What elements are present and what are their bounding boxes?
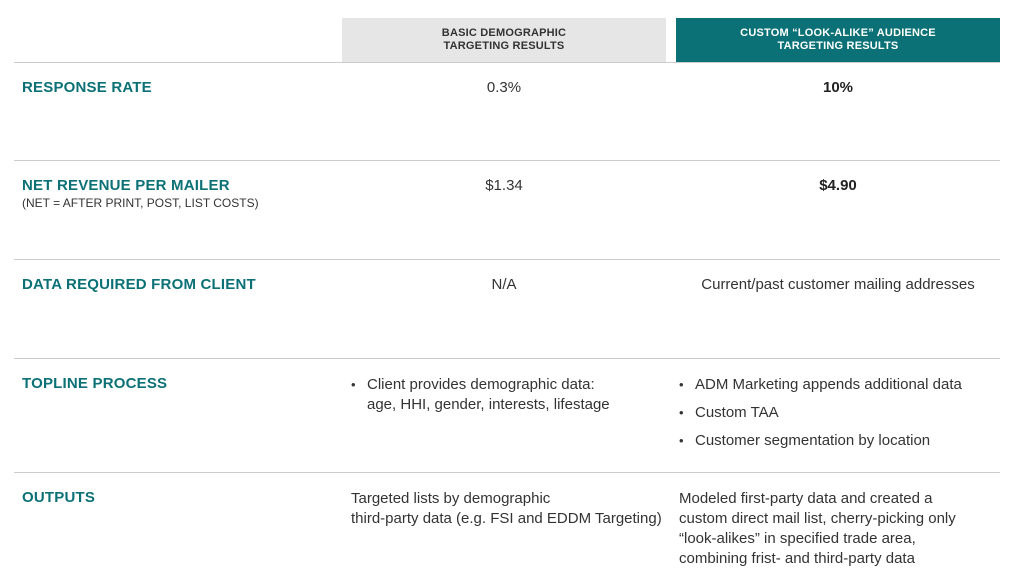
header-custom-label: CUSTOM “LOOK-ALIKE” AUDIENCE TARGETING R…: [740, 27, 936, 52]
bullet-item: Custom TAA: [679, 403, 1000, 423]
row-sublabel: (NET = AFTER PRINT, POST, LIST COSTS): [22, 196, 259, 210]
row-label: RESPONSE RATE: [22, 79, 152, 96]
custom-output-text: Modeled first-party data and created a c…: [679, 490, 956, 567]
bullet-text: Client provides demographic data: age, H…: [367, 376, 610, 413]
custom-value: $4.90: [819, 177, 857, 194]
row-label: OUTPUTS: [22, 489, 96, 506]
basic-output-text: Targeted lists by demographic third-part…: [351, 490, 662, 527]
row-label: NET REVENUE PER MAILER: [22, 177, 230, 194]
basic-output: Targeted lists by demographic third-part…: [351, 489, 681, 529]
basic-value: N/A: [491, 276, 517, 293]
bullet-text: ADM Marketing appends additional data: [695, 376, 962, 393]
custom-bullets: ADM Marketing appends additional data Cu…: [679, 375, 1000, 459]
row-net-revenue: NET REVENUE PER MAILER (NET = AFTER PRIN…: [14, 160, 1000, 260]
header-basic-label: BASIC DEMOGRAPHIC TARGETING RESULTS: [441, 27, 567, 52]
basic-value: $1.34: [485, 177, 523, 194]
row-label: DATA REQUIRED FROM CLIENT: [22, 276, 256, 293]
header-basic-targeting: BASIC DEMOGRAPHIC TARGETING RESULTS: [342, 18, 666, 62]
custom-value: Current/past customer mailing addresses: [701, 276, 975, 293]
row-topline-process: TOPLINE PROCESS Client provides demograp…: [14, 358, 1000, 473]
bullet-item: ADM Marketing appends additional data: [679, 375, 1000, 395]
row-response-rate: RESPONSE RATE 0.3% 10%: [14, 62, 1000, 161]
bullet-item: Client provides demographic data: age, H…: [351, 375, 681, 415]
basic-value: 0.3%: [486, 79, 522, 96]
basic-bullets: Client provides demographic data: age, H…: [351, 375, 681, 423]
bullet-text: Custom TAA: [695, 404, 779, 421]
custom-output: Modeled first-party data and created a c…: [679, 489, 1000, 569]
row-data-required: DATA REQUIRED FROM CLIENT N/A Current/pa…: [14, 259, 1000, 359]
row-label: TOPLINE PROCESS: [22, 375, 168, 392]
bullet-text: Customer segmentation by location: [695, 432, 931, 449]
header-custom-targeting: CUSTOM “LOOK-ALIKE” AUDIENCE TARGETING R…: [676, 18, 1000, 62]
custom-value: 10%: [822, 79, 854, 96]
row-outputs: OUTPUTS Targeted lists by demographic th…: [14, 472, 1000, 587]
bullet-item: Customer segmentation by location: [679, 431, 1000, 451]
